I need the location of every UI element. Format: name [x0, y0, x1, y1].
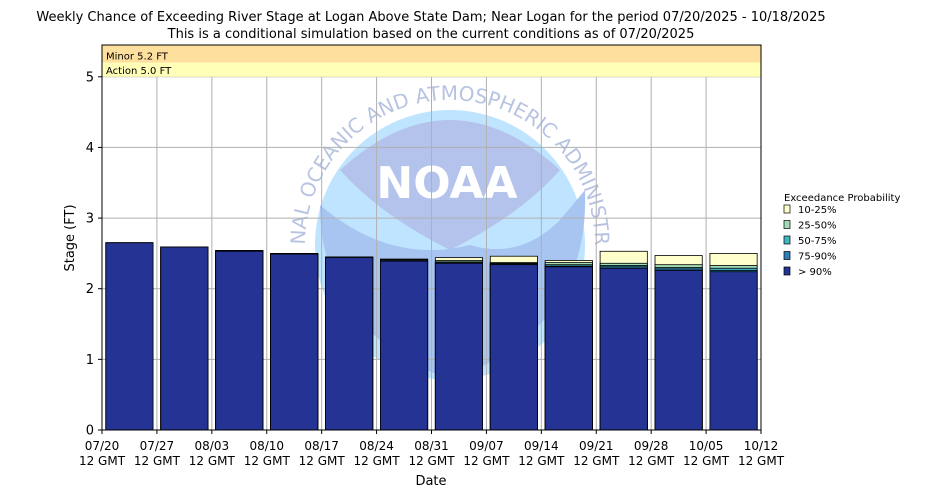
threshold-band [102, 45, 761, 63]
x-tick-label: 08/17 [304, 439, 339, 453]
bar-stacks [105, 242, 758, 431]
x-tick-label-time: 12 GMT [463, 454, 510, 468]
threshold-label: Action 5.0 FT [106, 66, 172, 77]
x-tick-label-time: 12 GMT [244, 454, 291, 468]
y-tick-label: 1 [86, 353, 94, 368]
x-axis-label: Date [415, 474, 446, 489]
legend-swatch [783, 204, 791, 214]
x-tick-label-time: 12 GMT [299, 454, 346, 468]
legend-swatch [783, 235, 791, 245]
legend-entry-label: 75-90% [798, 252, 837, 263]
legend-entry-label: > 90% [798, 267, 832, 278]
x-tick-label: 09/21 [579, 439, 614, 453]
bar-segment [215, 250, 264, 431]
legend-swatch [783, 266, 791, 276]
x-tick-label-time: 12 GMT [573, 454, 620, 468]
x-tick-label-time: 12 GMT [518, 454, 565, 468]
bar-segment [654, 269, 703, 431]
bar-segment [380, 260, 429, 431]
chart-title: Weekly Chance of Exceeding River Stage a… [36, 10, 825, 25]
bar-segment [544, 266, 593, 431]
x-tick-label: 08/24 [359, 439, 394, 453]
legend-swatch [783, 220, 791, 229]
x-tick-label-time: 12 GMT [628, 454, 675, 468]
bar-segment [325, 257, 374, 431]
bar-segment [489, 264, 538, 431]
bar-segment [709, 271, 758, 431]
x-tick-label: 10/05 [689, 439, 724, 453]
threshold-label: Minor 5.2 FT [106, 52, 169, 63]
x-tick-label: 08/03 [195, 439, 230, 453]
plot-frame [101, 44, 762, 431]
x-tick-label: 07/27 [140, 439, 175, 453]
x-tick-label: 07/20 [85, 439, 120, 453]
x-tick-label-time: 12 GMT [134, 454, 181, 468]
y-tick-label: 0 [86, 424, 94, 439]
bar-segment [160, 246, 209, 431]
y-tick-label: 4 [86, 141, 94, 156]
x-tick-label-time: 12 GMT [408, 454, 455, 468]
x-tick-label: 09/07 [469, 439, 504, 453]
bar-segment [105, 242, 154, 431]
threshold-bands: Minor 5.2 FT Action 5.0 FT [102, 45, 761, 77]
x-tick-label: 08/31 [414, 439, 449, 453]
y-axis-label: Stage (FT) [63, 204, 78, 271]
bar-segment [434, 262, 483, 431]
x-tick-label: 10/12 [744, 439, 779, 453]
legend-entry-label: 25-50% [798, 221, 837, 232]
x-tick-label-time: 12 GMT [738, 454, 785, 468]
x-tick-label-time: 12 GMT [683, 454, 730, 468]
bar-segment [599, 267, 648, 431]
y-tick-label: 5 [86, 70, 94, 85]
legend-entry-label: 10-25% [798, 205, 837, 216]
x-tick-label-time: 12 GMT [354, 454, 401, 468]
y-tick-label: 2 [86, 282, 94, 297]
legend-swatch [783, 251, 791, 260]
y-tick-label: 3 [86, 212, 94, 227]
bar-segment [270, 253, 319, 431]
x-tick-label-time: 12 GMT [79, 454, 126, 468]
chart-subtitle: This is a conditional simulation based o… [167, 27, 695, 42]
svg-text:NOAA: NOAA [376, 158, 517, 209]
legend: Exceedance Probability 10-25% 25-50% 50-75… [783, 193, 900, 278]
threshold-band [102, 62, 761, 77]
x-tick-label: 09/14 [524, 439, 559, 453]
x-tick-label: 09/28 [634, 439, 669, 453]
legend-title: Exceedance Probability [784, 193, 900, 204]
legend-entry-label: 50-75% [798, 236, 837, 247]
x-tick-label-time: 12 GMT [189, 454, 236, 468]
x-tick-label: 08/10 [249, 439, 284, 453]
y-axis: 0 1 2 3 4 5 [86, 70, 102, 439]
